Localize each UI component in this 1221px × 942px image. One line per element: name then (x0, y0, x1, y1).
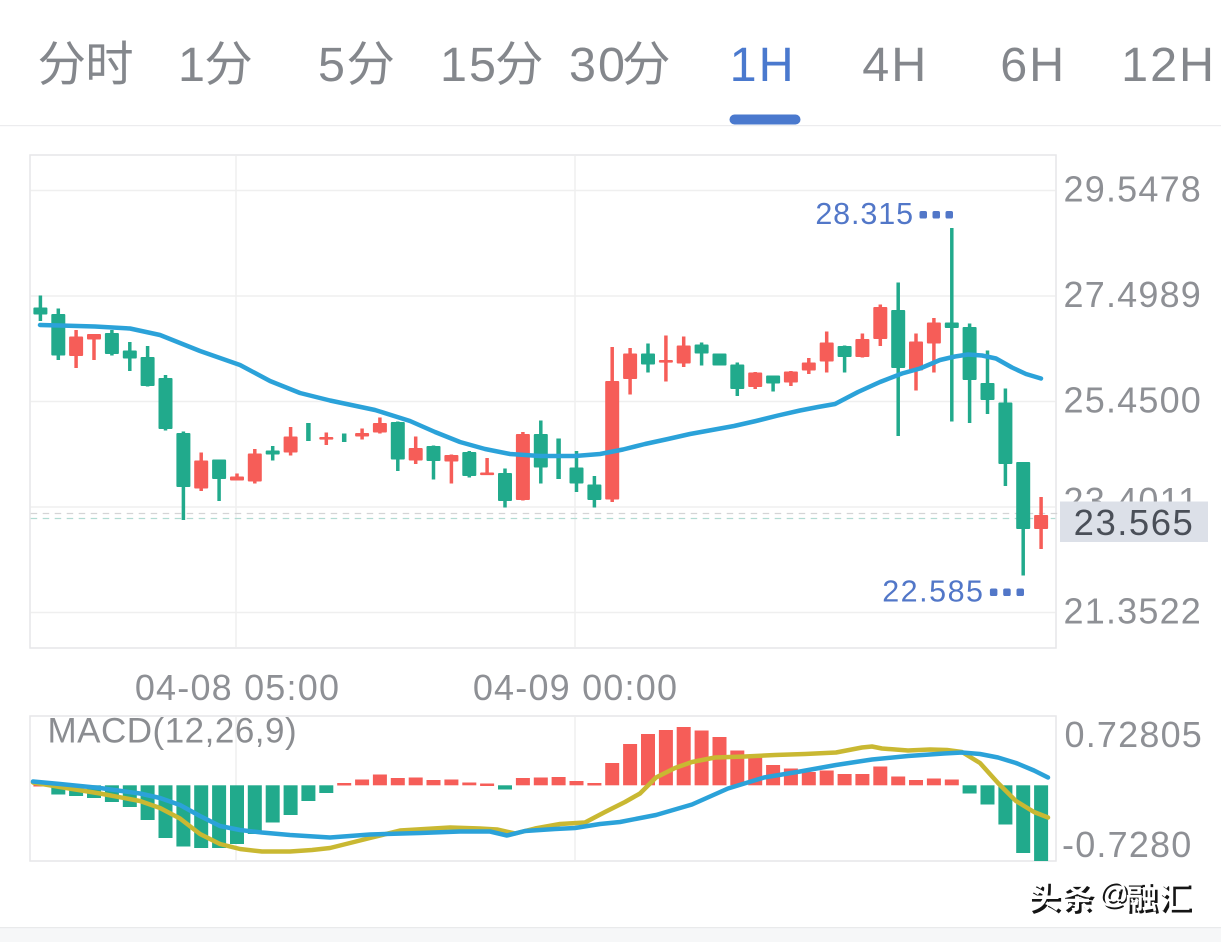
svg-text:@: @ (1098, 876, 1128, 909)
svg-text:30: 30 (569, 38, 627, 92)
svg-text:6H: 6H (1000, 38, 1066, 92)
svg-text:27.4989: 27.4989 (1064, 274, 1203, 315)
svg-text:29.5478: 29.5478 (1064, 169, 1203, 210)
svg-text:@: @ (1100, 879, 1130, 912)
svg-text:04-09 00:00: 04-09 00:00 (473, 667, 678, 708)
svg-text:21.3522: 21.3522 (1064, 591, 1203, 632)
svg-text:22.585: 22.585 (882, 575, 984, 609)
svg-text:25.4500: 25.4500 (1064, 380, 1203, 421)
svg-text:12H: 12H (1121, 38, 1216, 92)
svg-text:04-08 05:00: 04-08 05:00 (135, 667, 340, 708)
svg-text:15: 15 (440, 38, 498, 92)
svg-text:1H: 1H (730, 38, 796, 92)
svg-text:5: 5 (318, 38, 345, 92)
svg-text:0.72805: 0.72805 (1065, 714, 1204, 755)
svg-text:4H: 4H (862, 38, 928, 92)
svg-text:23.565: 23.565 (1074, 502, 1195, 543)
svg-text:1: 1 (178, 38, 205, 92)
svg-text:28.315: 28.315 (815, 197, 914, 231)
svg-text:-0.7280: -0.7280 (1062, 824, 1193, 865)
svg-text:MACD(12,26,9): MACD(12,26,9) (48, 712, 298, 751)
